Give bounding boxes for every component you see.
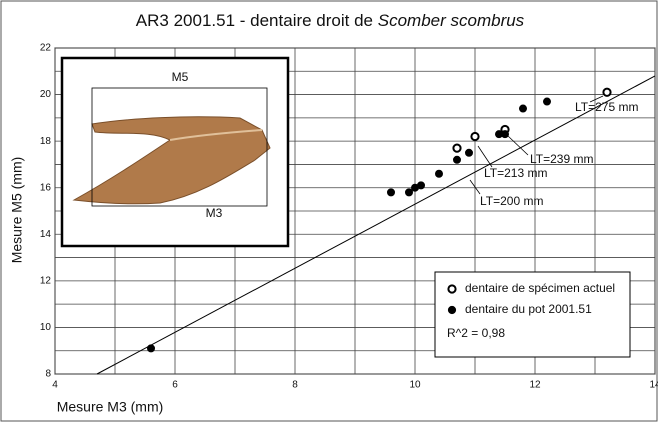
y-tick-label: 18 <box>40 136 52 147</box>
legend-label: dentaire de spécimen actuel <box>465 281 615 295</box>
legend: R^2 = 0,98 dentaire de spécimen actuel de… <box>435 272 630 357</box>
y-tick-label: 8 <box>45 369 51 380</box>
point <box>466 149 473 156</box>
point <box>471 133 478 140</box>
point <box>520 105 527 112</box>
point <box>418 182 425 189</box>
inset-label: M5 <box>172 70 189 84</box>
point <box>544 98 551 105</box>
x-tick-label: 6 <box>172 380 178 391</box>
annotation: LT=239 mm <box>530 152 593 166</box>
x-tick-label: 14 <box>649 380 658 391</box>
y-tick-label: 10 <box>40 322 52 333</box>
y-tick-label: 20 <box>40 89 52 100</box>
annotation: LT=213 mm <box>484 166 547 180</box>
x-tick-label: 12 <box>529 380 541 391</box>
point <box>406 189 413 196</box>
chart-title: AR3 2001.51 - dentaire droit de Scomber … <box>136 11 525 30</box>
y-tick-label: 16 <box>40 182 52 193</box>
x-tick-label: 4 <box>52 380 58 391</box>
point <box>388 189 395 196</box>
x-axis-title: Mesure M3 (mm) <box>57 399 164 415</box>
y-tick-label: 14 <box>40 229 52 240</box>
point <box>603 89 610 96</box>
y-tick-label: 12 <box>40 275 52 286</box>
x-tick-label: 10 <box>409 380 421 391</box>
point <box>453 145 460 152</box>
point <box>148 345 155 352</box>
title-main: AR3 2001.51 - dentaire droit de <box>136 11 373 30</box>
point <box>436 170 443 177</box>
point <box>454 156 461 163</box>
chart: AR3 2001.51 - dentaire droit de Scomber … <box>0 0 658 422</box>
r-squared: R^2 = 0,98 <box>447 326 505 340</box>
legend-label: dentaire du pot 2001.51 <box>465 302 592 316</box>
inset: M5 M3 <box>62 58 288 246</box>
y-tick-label: 22 <box>40 43 52 54</box>
point <box>502 131 509 138</box>
x-tick-label: 8 <box>292 380 298 391</box>
inset-label: M3 <box>206 206 223 220</box>
annotation: LT=275 mm <box>575 100 638 114</box>
annotation: LT=200 mm <box>480 194 543 208</box>
legend-marker <box>448 306 455 313</box>
y-axis-title: Mesure M5 (mm) <box>9 157 25 264</box>
legend-marker <box>448 285 455 292</box>
title-species: Scomber scombrus <box>378 11 525 30</box>
